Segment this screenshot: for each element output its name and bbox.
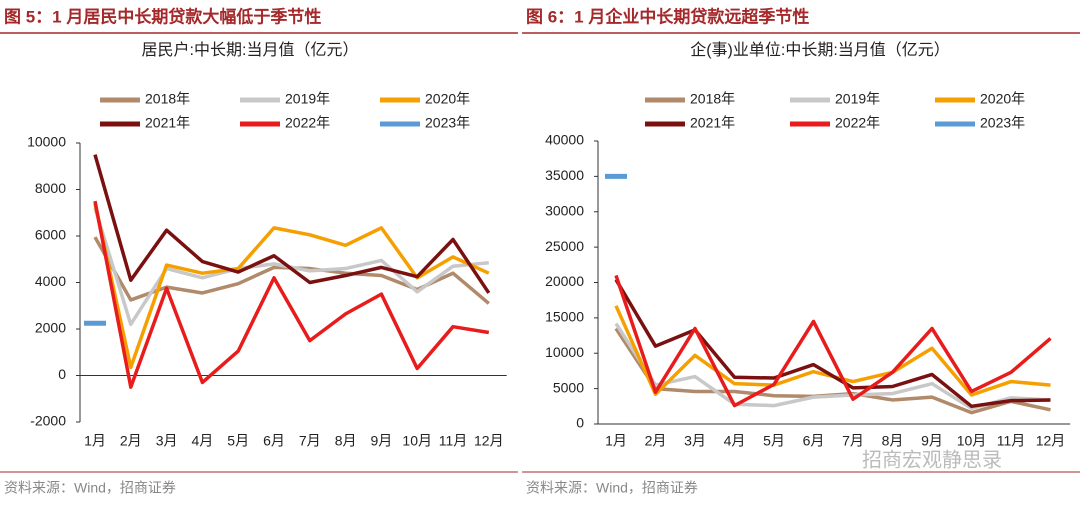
legend-label: 2021年 — [145, 115, 190, 131]
x-tick-label: 3月 — [156, 433, 178, 449]
x-tick-label: 4月 — [192, 433, 214, 449]
legend-label: 2022年 — [285, 115, 330, 131]
series-line — [93, 154, 491, 294]
x-tick-label: 6月 — [263, 433, 285, 449]
source: 资料来源：Wind，招商证券 — [526, 480, 698, 496]
watermark: 招商宏观静思录 — [862, 448, 1002, 471]
legend-label: 2018年 — [145, 91, 190, 107]
x-tick-label: 2月 — [645, 433, 667, 449]
y-tick-label: 0 — [576, 415, 584, 431]
y-tick-label: 8000 — [35, 180, 66, 196]
x-tick-label: 5月 — [763, 433, 785, 449]
x-tick-label: 10月 — [957, 433, 987, 449]
legend-label: 2021年 — [690, 115, 735, 131]
legend-label: 2018年 — [690, 91, 735, 107]
legend-label: 2023年 — [980, 115, 1025, 131]
source: 资料来源：Wind，招商证券 — [4, 480, 176, 496]
x-tick-label: 11月 — [997, 433, 1026, 449]
y-tick-label: 15000 — [545, 309, 584, 325]
figure-caption: 图 5：1 月居民中长期贷款大幅低于季节性 — [4, 6, 321, 26]
x-tick-label: 6月 — [803, 433, 825, 449]
x-tick-label: 4月 — [724, 433, 746, 449]
y-tick-label: 10000 — [545, 344, 584, 360]
series-line — [93, 200, 490, 389]
legend-label: 2022年 — [835, 115, 880, 131]
y-tick-label: 6000 — [35, 227, 66, 243]
y-tick-label: 10000 — [27, 134, 66, 150]
x-tick-label: 11月 — [439, 433, 468, 449]
x-tick-label: 1月 — [84, 433, 106, 449]
y-tick-label: 2000 — [35, 320, 66, 336]
series-line — [614, 274, 1052, 408]
legend-label: 2023年 — [425, 115, 470, 131]
x-tick-label: 5月 — [227, 433, 249, 449]
legend-label: 2019年 — [835, 91, 880, 107]
y-tick-label: 5000 — [553, 379, 584, 395]
x-tick-label: 3月 — [684, 433, 706, 449]
x-tick-label: 1月 — [605, 433, 627, 449]
series-line — [614, 278, 1051, 409]
y-tick-label: 35000 — [545, 167, 584, 183]
legend-label: 2019年 — [285, 91, 330, 107]
y-tick-label: 20000 — [545, 273, 584, 289]
x-tick-label: 12月 — [474, 433, 504, 449]
x-tick-label: 12月 — [1036, 433, 1066, 449]
figure-caption: 图 6：1 月企业中长期贷款远超季节性 — [526, 6, 809, 26]
x-tick-label: 10月 — [402, 433, 432, 449]
chart-title: 居民户:中长期:当月值（亿元） — [142, 41, 359, 59]
y-tick-label: 0 — [58, 366, 66, 382]
x-tick-label: 7月 — [299, 433, 321, 449]
x-tick-label: 8月 — [335, 433, 357, 449]
chart-title: 企(事)业单位:中长期:当月值（亿元） — [690, 41, 950, 59]
x-tick-label: 9月 — [921, 433, 943, 449]
x-tick-label: 8月 — [882, 433, 904, 449]
legend-label: 2020年 — [980, 91, 1025, 107]
x-tick-label: 9月 — [371, 433, 393, 449]
series-line — [93, 203, 490, 370]
x-tick-label: 2月 — [120, 433, 142, 449]
y-tick-label: 4000 — [35, 273, 66, 289]
y-tick-label: 30000 — [545, 202, 584, 218]
y-tick-label: 25000 — [545, 238, 584, 254]
y-tick-label: -2000 — [30, 413, 66, 429]
legend-label: 2020年 — [425, 91, 470, 107]
x-tick-label: 7月 — [842, 433, 864, 449]
y-tick-label: 40000 — [545, 132, 584, 148]
